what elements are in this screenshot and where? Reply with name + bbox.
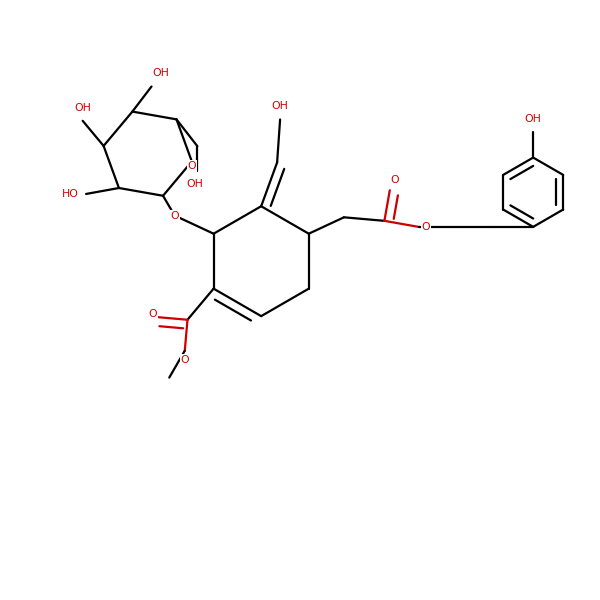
- Text: O: O: [188, 161, 196, 171]
- Text: O: O: [390, 175, 399, 185]
- Text: O: O: [421, 222, 430, 232]
- Text: O: O: [181, 355, 189, 365]
- Text: HO: HO: [62, 189, 79, 199]
- Text: O: O: [149, 309, 157, 319]
- Text: OH: OH: [525, 115, 542, 124]
- Text: OH: OH: [272, 101, 289, 112]
- Text: OH: OH: [74, 103, 91, 113]
- Text: OH: OH: [152, 68, 169, 79]
- Text: OH: OH: [186, 179, 203, 190]
- Text: O: O: [170, 211, 179, 221]
